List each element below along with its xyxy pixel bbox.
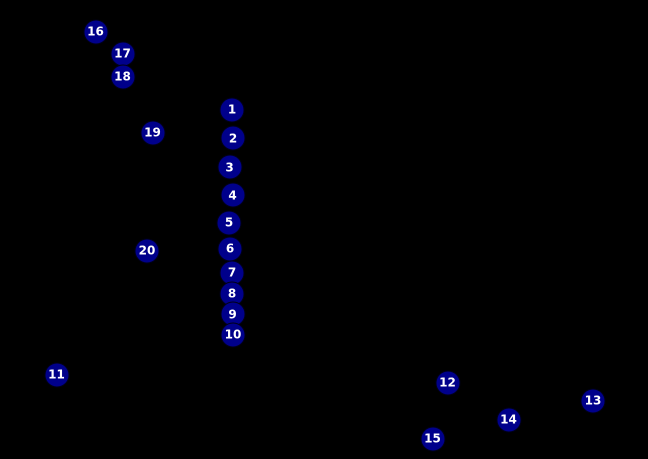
- mark-badge-16[interactable]: 16: [83, 19, 108, 44]
- mark-badge-4[interactable]: 4: [220, 182, 245, 208]
- mark-badge-2[interactable]: 2: [220, 125, 246, 151]
- mark-badge-18[interactable]: 18: [110, 64, 135, 89]
- mark-badge-3[interactable]: 3: [217, 154, 242, 180]
- mark-badge-20[interactable]: 20: [134, 238, 160, 263]
- mark-badge-1[interactable]: 1: [219, 97, 245, 122]
- mark-badge-10[interactable]: 10: [220, 322, 246, 347]
- mark-badge-14[interactable]: 14: [496, 407, 521, 432]
- mark-badge-7[interactable]: 7: [219, 260, 245, 285]
- mark-badge-5[interactable]: 5: [216, 210, 242, 235]
- mark-badge-12[interactable]: 12: [435, 370, 460, 395]
- mark-badge-11[interactable]: 11: [44, 362, 69, 387]
- mark-badge-19[interactable]: 19: [140, 120, 165, 145]
- mark-badge-6[interactable]: 6: [217, 236, 243, 261]
- mark-badge-15[interactable]: 15: [420, 426, 445, 451]
- mark-badge-13[interactable]: 13: [580, 388, 606, 413]
- mark-badge-17[interactable]: 17: [110, 41, 135, 66]
